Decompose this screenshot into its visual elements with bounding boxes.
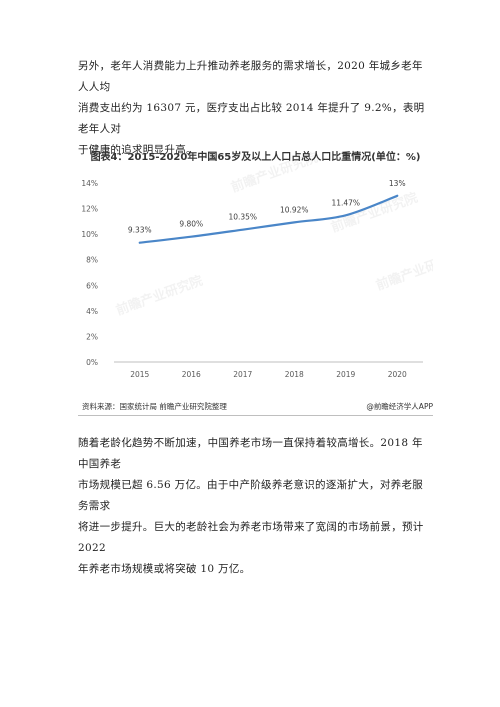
watermark-text: 前瞻产业研究院 bbox=[229, 150, 320, 196]
x-tick-label: 2020 bbox=[388, 370, 407, 379]
x-tick-label: 2016 bbox=[182, 370, 201, 379]
data-label: 9.33% bbox=[128, 226, 152, 235]
text-line: 消费支出约为 16307 元，医疗支出占比较 2014 年提升了 9.2%，表明… bbox=[78, 102, 425, 135]
chart-title: 图表4：2015-2020年中国65岁及以上人口占总人口比重情况(单位：%) bbox=[90, 152, 421, 163]
watermark-text: 前瞻产业研究院 bbox=[329, 190, 420, 236]
data-label: 13% bbox=[389, 179, 406, 188]
body-paragraph: 随着老龄化趋势不断加速，中国养老市场一直保持着较高增长。2018 年中国养老 市… bbox=[78, 433, 433, 580]
text-line: 市场规模已超 6.56 万亿。由于中产阶级养老意识的逐渐扩大，对养老服务需求 bbox=[78, 479, 424, 512]
watermark-text: 前瞻产业研究院 bbox=[114, 273, 205, 319]
watermark-text: 前瞻产业研究院 bbox=[374, 248, 433, 294]
text-line: 随着老龄化趋势不断加速，中国养老市场一直保持着较高增长。2018 年中国养老 bbox=[78, 437, 423, 470]
figure-divider bbox=[78, 415, 433, 416]
line-chart: 前瞻产业研究院前瞻产业研究院前瞻产业研究院前瞻产业研究院0%2%4%6%8%10… bbox=[81, 150, 433, 379]
text-line: 于健康的追求明显升高。 bbox=[78, 144, 197, 156]
data-label: 10.35% bbox=[228, 213, 257, 222]
data-label: 9.80% bbox=[179, 220, 203, 229]
data-label: 10.92% bbox=[280, 205, 309, 214]
y-tick-label: 12% bbox=[81, 205, 98, 214]
chart-figure: 图表4：2015-2020年中国65岁及以上人口占总人口比重情况(单位：%) 前… bbox=[78, 140, 433, 420]
y-tick-label: 10% bbox=[81, 230, 98, 239]
x-tick-label: 2015 bbox=[130, 370, 149, 379]
x-tick-label: 2019 bbox=[336, 370, 355, 379]
y-tick-label: 8% bbox=[86, 256, 98, 265]
chart-copyright: @前瞻经济学人APP bbox=[366, 402, 433, 411]
intro-paragraph: 另外，老年人消费能力上升推动养老服务的需求增长，2020 年城乡老年人人均 消费… bbox=[78, 56, 433, 161]
y-tick-label: 6% bbox=[86, 281, 98, 290]
series-line bbox=[138, 194, 399, 244]
y-tick-label: 2% bbox=[86, 332, 98, 341]
y-tick-label: 14% bbox=[81, 179, 98, 188]
text-line: 年养老市场规模或将突破 10 万亿。 bbox=[78, 563, 251, 575]
x-tick-label: 2018 bbox=[285, 370, 304, 379]
x-tick-label: 2017 bbox=[233, 370, 252, 379]
y-tick-label: 0% bbox=[86, 358, 98, 367]
text-line: 将进一步提升。巨大的老龄社会为养老市场带来了宽阔的市场前景，预计 2022 bbox=[78, 521, 424, 554]
text-line: 另外，老年人消费能力上升推动养老服务的需求增长，2020 年城乡老年人人均 bbox=[78, 60, 423, 93]
y-tick-label: 4% bbox=[86, 307, 98, 316]
chart-source: 资料来源：国家统计局 前瞻产业研究院整理 bbox=[82, 402, 227, 411]
data-label: 11.47% bbox=[331, 198, 360, 207]
